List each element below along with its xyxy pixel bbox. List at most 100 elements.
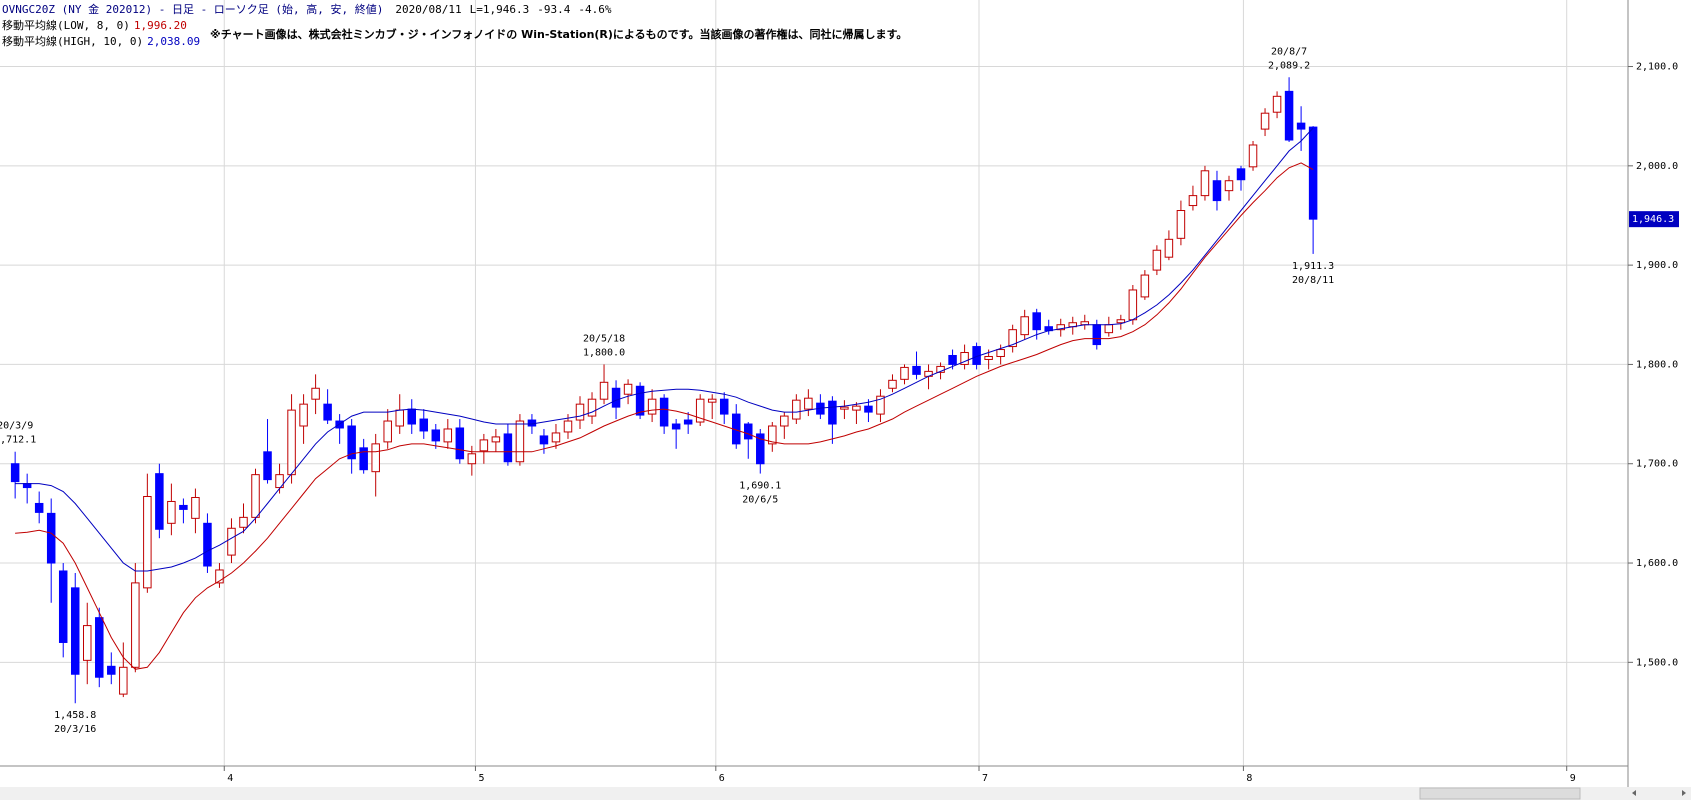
candle-body [95, 617, 104, 678]
candle-body [155, 473, 164, 530]
candle-body [239, 516, 248, 528]
candle-body [431, 429, 441, 442]
last-price-label: 1,946.3 [1632, 214, 1674, 225]
candle-body [611, 387, 621, 408]
last-price: L=1,946.3 [470, 3, 530, 16]
x-tick-label: 5 [478, 773, 484, 784]
candle-body [792, 399, 801, 420]
candle-body [984, 355, 993, 360]
copyright-note: ※チャート画像は、株式会社ミンカブ・ジ・インフォノイドの Win-Station… [210, 27, 907, 41]
candle-body [575, 403, 585, 421]
candle-body [551, 432, 561, 443]
header: OVNGC20Z (NY 金 202012) - 日足 - ローソク足 (始, … [2, 2, 907, 41]
candle-body [275, 474, 284, 489]
candle-body [1020, 316, 1029, 336]
candle-body [58, 570, 68, 643]
candle-body [347, 425, 356, 460]
candle-body [83, 625, 92, 661]
candle-body [647, 398, 657, 415]
candle-body [1224, 180, 1234, 192]
candle-body [503, 433, 513, 463]
candle-body [996, 349, 1005, 357]
candle-body [599, 381, 609, 400]
candle-body [623, 383, 633, 395]
candle-body [563, 420, 573, 433]
candle-body [203, 522, 212, 567]
candle-body [491, 436, 501, 443]
x-tick-label: 9 [1570, 773, 1576, 784]
candle-body [780, 415, 789, 427]
candle-body [1200, 170, 1210, 197]
moving-average-line [15, 127, 1314, 572]
candle-body [299, 403, 308, 427]
candle-body [888, 379, 897, 389]
candle-body [960, 352, 969, 365]
annotation-price: 1,800.0 [583, 347, 625, 358]
candle-body [876, 395, 885, 415]
candle-body [191, 496, 200, 519]
candle-body [1152, 249, 1162, 271]
candle-body [1092, 324, 1102, 346]
annotation-price: 1,911.3 [1292, 261, 1334, 272]
candle-body [948, 354, 957, 365]
candle-body [527, 419, 537, 427]
candle-body [1140, 274, 1150, 298]
candle-body [371, 443, 380, 473]
y-tick-label: 1,900.0 [1636, 260, 1678, 271]
y-tick-label: 1,500.0 [1636, 657, 1678, 668]
x-tick-label: 8 [1246, 773, 1252, 784]
change-pct: -4.6% [578, 3, 611, 16]
candle-body [1272, 95, 1282, 113]
y-tick-label: 1,800.0 [1636, 359, 1678, 370]
candle-body [70, 587, 80, 675]
candle-body [635, 385, 645, 416]
scroll-thumb[interactable] [1419, 787, 1581, 800]
last-price-box [1629, 211, 1679, 228]
candle-body [1164, 238, 1174, 258]
candle-body [359, 447, 368, 471]
annotation-date: 20/3/16 [54, 724, 96, 735]
candle-body [46, 512, 56, 564]
scrollbar [0, 787, 1691, 800]
candle-body [1260, 112, 1270, 130]
legend-value: 1,996.20 [134, 19, 187, 32]
candle-body [756, 433, 765, 465]
y-tick-label: 1,700.0 [1636, 459, 1678, 470]
candle-body [311, 387, 320, 400]
candle-body [131, 582, 140, 668]
date: 2020/08/11 [395, 3, 461, 16]
candle-body [828, 400, 837, 425]
candle-body [287, 409, 296, 476]
candle-body [1128, 289, 1138, 321]
candle-body [143, 495, 152, 589]
candle-body [467, 453, 477, 465]
candle-body [719, 398, 729, 415]
candle-body [695, 398, 705, 423]
annotation-price: 1,458.8 [54, 710, 96, 721]
candle-body [671, 423, 681, 430]
candle-body [1296, 122, 1306, 130]
candle-body [383, 420, 392, 443]
annotation-price: 1,712.1 [0, 435, 36, 446]
candle-body [840, 406, 849, 410]
annotation-date: 20/3/9 [0, 421, 33, 432]
candle-body [179, 504, 188, 510]
annotation-price: 2,089.2 [1268, 60, 1310, 71]
candle-body [587, 398, 597, 417]
candle-body [10, 463, 20, 483]
candle-body [1248, 144, 1258, 168]
candle-body [768, 425, 777, 445]
candle-body [167, 500, 176, 524]
annotation-price: 1,690.1 [739, 481, 781, 492]
candle-body [1032, 312, 1041, 331]
candle-body [1104, 324, 1114, 334]
legend-label: 移動平均線(LOW, 8, 0) [2, 18, 130, 32]
candle-body [34, 502, 44, 513]
annotation-date: 20/8/7 [1271, 46, 1307, 57]
candle-body [1176, 210, 1186, 239]
candle-body [804, 397, 813, 410]
candle-body [419, 418, 429, 432]
candle-body [1308, 126, 1318, 220]
